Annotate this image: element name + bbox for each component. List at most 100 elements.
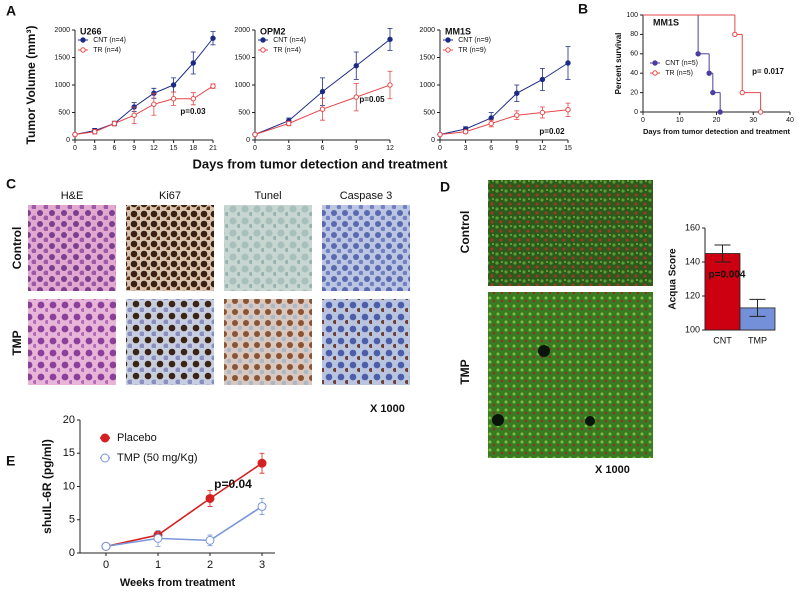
micrograph bbox=[126, 299, 214, 385]
y-tick-label: 40 bbox=[630, 70, 638, 77]
x-tick-label: 9 bbox=[132, 145, 136, 152]
magnification: X 1000 bbox=[370, 403, 405, 415]
x-tick-label: 18 bbox=[189, 145, 197, 152]
legend-label: Placebo bbox=[117, 432, 157, 444]
data-point bbox=[210, 35, 216, 41]
row-label: TMP bbox=[10, 330, 24, 355]
panel-label: D bbox=[440, 179, 450, 195]
y-tick-label: 20 bbox=[630, 89, 638, 96]
y-tick-label: 5 bbox=[69, 514, 75, 526]
data-point bbox=[252, 131, 258, 138]
chart-title: MM1S bbox=[653, 17, 679, 27]
legend-marker bbox=[80, 37, 86, 43]
data-point bbox=[111, 120, 118, 127]
annotation: p=0.004 bbox=[709, 270, 746, 281]
legend-marker bbox=[100, 453, 110, 463]
x-tick-label: 0 bbox=[253, 145, 257, 152]
y-tick-label: 10 bbox=[63, 480, 75, 492]
x-tick-label: 3 bbox=[287, 145, 291, 152]
chart-title: U266 bbox=[80, 26, 102, 36]
data-point bbox=[190, 60, 196, 66]
y-tick-label: 1000 bbox=[54, 82, 70, 89]
row-label: Control bbox=[10, 227, 24, 270]
data-point bbox=[462, 129, 469, 135]
y-tick-label: 15 bbox=[63, 447, 75, 459]
data-point bbox=[153, 533, 163, 543]
legend-marker bbox=[445, 47, 451, 53]
series-line bbox=[105, 462, 263, 548]
data-point bbox=[319, 106, 326, 112]
micrograph bbox=[322, 205, 410, 291]
x-axis-label: Days from tumor detection and treatment bbox=[193, 156, 449, 171]
x-axis-label: Weeks from treatment bbox=[120, 577, 236, 589]
micrograph-feature bbox=[538, 345, 550, 357]
data-point bbox=[319, 88, 326, 95]
data-point bbox=[539, 109, 546, 116]
row-label: Control bbox=[458, 211, 472, 254]
panel-label: A bbox=[6, 3, 16, 19]
data-point bbox=[488, 115, 494, 121]
x-tick-label: TMP bbox=[748, 335, 767, 345]
x-tick-label: 0 bbox=[438, 145, 442, 152]
annotation: p=0.05 bbox=[359, 95, 385, 104]
data-point bbox=[565, 107, 571, 113]
data-point bbox=[437, 131, 443, 138]
data-point bbox=[514, 112, 520, 118]
data-point bbox=[257, 501, 267, 511]
x-tick-label: 9 bbox=[354, 145, 358, 152]
y-tick-label: 1500 bbox=[419, 54, 435, 61]
data-point bbox=[205, 493, 215, 503]
series-line bbox=[439, 62, 569, 135]
data-point bbox=[170, 96, 177, 102]
x-tick-label: 40 bbox=[786, 117, 794, 124]
x-tick-label: 1 bbox=[155, 559, 161, 571]
x-tick-label: 15 bbox=[564, 145, 572, 152]
legend-marker bbox=[260, 47, 266, 53]
micrograph bbox=[224, 205, 312, 291]
y-axis-label: Percent survival bbox=[614, 33, 623, 95]
x-tick-label: 12 bbox=[150, 145, 158, 152]
micrograph bbox=[28, 299, 116, 385]
y-axis-label: Acqua Score bbox=[668, 248, 679, 310]
error-bar bbox=[714, 244, 731, 263]
panel-label: B bbox=[578, 1, 588, 17]
data-point bbox=[131, 112, 137, 118]
x-tick-label: 12 bbox=[386, 145, 394, 152]
y-tick-label: 1500 bbox=[54, 54, 70, 61]
micrograph bbox=[224, 299, 312, 385]
panel-label: E bbox=[6, 453, 15, 469]
data-point bbox=[387, 82, 393, 88]
micrograph-feature bbox=[585, 416, 595, 426]
data-point bbox=[514, 90, 520, 96]
x-tick-label: 6 bbox=[489, 145, 493, 152]
y-tick-label: 120 bbox=[685, 290, 700, 300]
data-point bbox=[101, 541, 111, 551]
x-tick-label: 9 bbox=[515, 145, 519, 152]
micrograph bbox=[126, 205, 214, 291]
y-tick-label: 160 bbox=[685, 222, 700, 232]
data-point bbox=[710, 89, 716, 96]
legend-label: TR (n=4) bbox=[273, 47, 301, 54]
data-point bbox=[757, 109, 764, 115]
x-tick-label: 0 bbox=[73, 145, 77, 152]
y-tick-label: 100 bbox=[685, 324, 700, 334]
y-tick-label: 1500 bbox=[234, 54, 250, 61]
y-tick-label: 80 bbox=[630, 31, 638, 38]
y-tick-label: 1000 bbox=[234, 82, 250, 89]
chart-title: MM1S bbox=[445, 26, 471, 36]
y-tick-label: 500 bbox=[58, 109, 70, 116]
legend-marker bbox=[652, 70, 658, 76]
panel-label: C bbox=[6, 176, 16, 192]
bar bbox=[704, 253, 741, 331]
data-point bbox=[210, 83, 216, 89]
data-point bbox=[286, 120, 292, 127]
series-line bbox=[74, 37, 214, 135]
x-axis-label: Days from tumor detection and treatment bbox=[643, 127, 791, 136]
y-tick-label: 0 bbox=[69, 547, 75, 559]
legend-label: CNT (n=4) bbox=[93, 37, 126, 44]
column-label: Tunel bbox=[254, 190, 281, 202]
column-label: Ki67 bbox=[159, 190, 181, 202]
legend-marker bbox=[100, 433, 110, 443]
chart-title: OPM2 bbox=[260, 26, 286, 36]
